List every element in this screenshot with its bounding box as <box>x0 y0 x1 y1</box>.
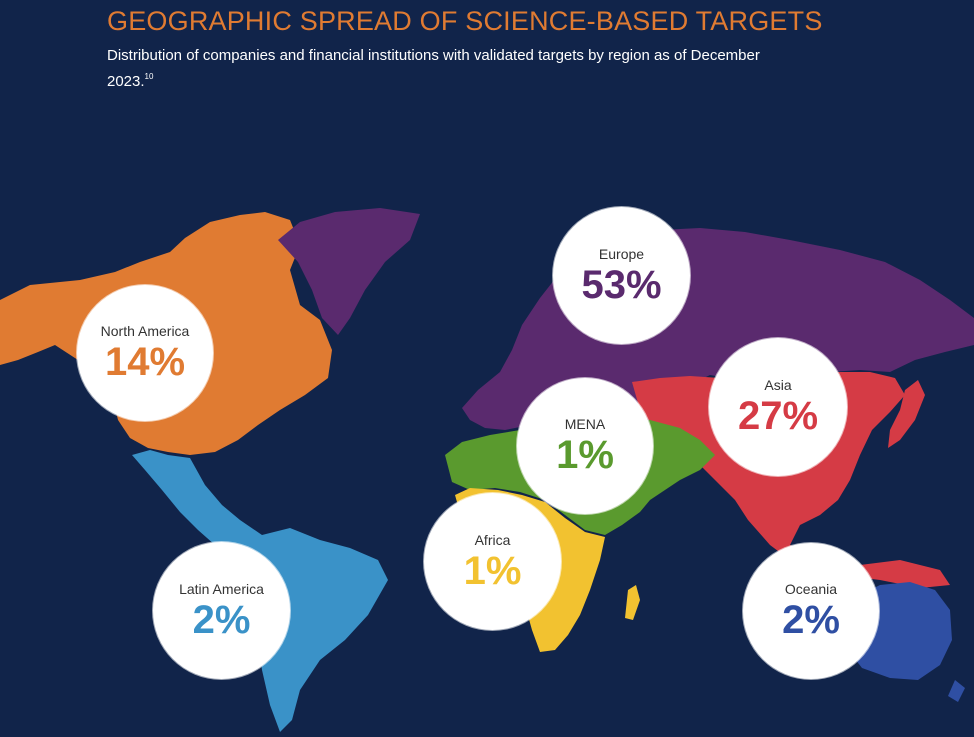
region-label: MENA <box>564 416 606 432</box>
region-label: Europe <box>598 245 645 262</box>
region-share: 2% <box>192 597 251 642</box>
region-share: 1% <box>556 433 614 477</box>
bubble-oceania: Oceania 2% <box>743 543 879 679</box>
region-share: 2% <box>782 598 840 642</box>
region-label: Asia <box>764 377 792 393</box>
page-title: GEOGRAPHIC SPREAD OF SCIENCE-BASED TARGE… <box>107 6 823 36</box>
page-subtitle: Distribution of companies and financial … <box>107 45 787 92</box>
region-new-zealand <box>948 680 965 702</box>
region-madagascar <box>625 585 640 620</box>
bubble-mena: MENA 1% <box>517 378 653 514</box>
region-share: 27% <box>737 394 819 438</box>
region-share: 14% <box>104 340 186 384</box>
bubble-asia: Asia 27% <box>709 338 847 476</box>
bubble-north-america: North America 14% <box>77 285 213 421</box>
region-label: Latin America <box>179 580 264 597</box>
footnote-marker: 10 <box>144 72 154 81</box>
region-share: 53% <box>581 262 662 307</box>
subtitle-text: Distribution of companies and financial … <box>107 47 760 90</box>
region-label: North America <box>100 323 190 339</box>
region-japan <box>888 380 925 448</box>
region-share: 1% <box>463 548 522 593</box>
bubble-latin-america: Latin America 2% <box>153 542 290 679</box>
region-label: Africa <box>474 531 511 548</box>
region-greenland <box>278 208 420 335</box>
bubble-europe: Europe 53% <box>553 207 690 344</box>
region-label: Oceania <box>784 581 838 597</box>
bubble-africa: Africa 1% <box>424 493 561 630</box>
